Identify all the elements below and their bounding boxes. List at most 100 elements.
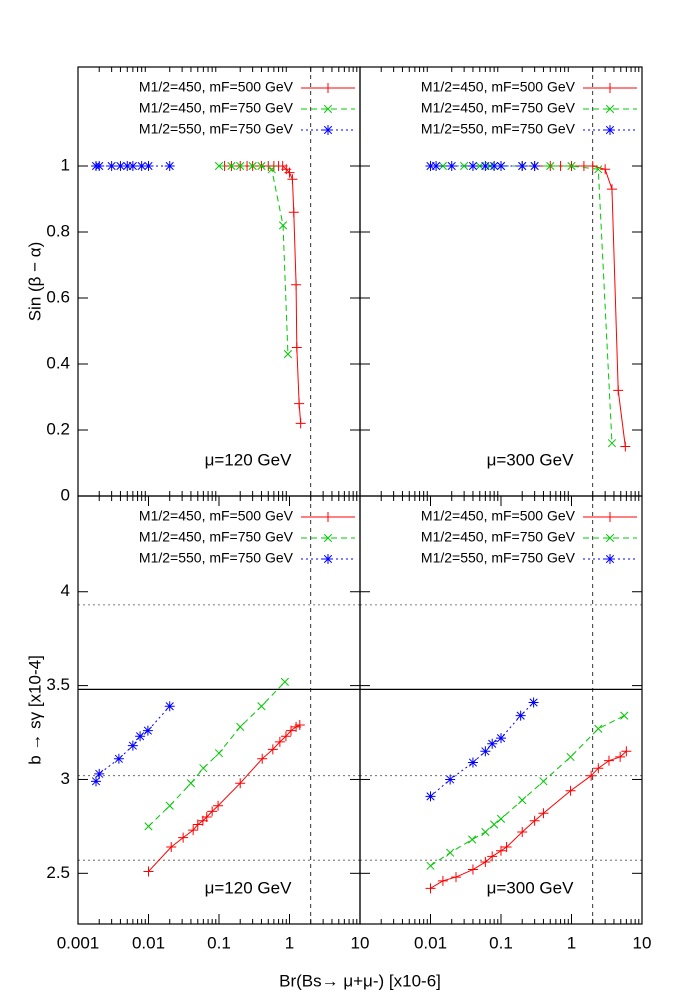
point-marker [490,820,499,829]
x-tick-label: 10 [351,933,370,952]
point-marker [178,832,189,843]
point-marker [615,751,626,762]
point-marker [165,801,174,810]
point-marker [607,439,617,448]
point-marker [431,161,442,171]
point-marker [501,842,512,853]
point-marker [529,815,540,826]
point-marker [515,710,526,721]
point-marker [518,796,527,805]
point-marker [445,774,456,785]
legend-label: M1/2=550, mF=750 GeV [139,121,294,137]
point-marker [284,167,295,178]
point-marker [613,385,624,396]
point-marker [567,161,576,171]
point-marker [267,165,276,174]
point-marker [539,777,548,786]
legend-marker [605,125,615,135]
legend-marker [323,104,333,114]
x-tick-label: 0.01 [414,933,447,952]
point-marker [188,825,199,836]
point-marker [487,738,498,749]
point-marker [295,418,306,429]
legend-label: M1/2=550, mF=750 GeV [421,121,576,137]
series-line [430,750,627,889]
legend-marker [605,554,615,564]
point-marker [135,731,146,742]
legend-label: M1/2=450, mF=500 GeV [421,79,576,95]
point-marker [480,161,491,171]
point-marker [164,161,175,171]
point-marker [587,161,598,171]
y-tick-label: 3.5 [46,675,70,694]
point-marker [213,800,224,811]
legend-marker [605,533,615,543]
x-tick-label: 0.1 [207,933,231,952]
legend-marker [605,104,615,114]
point-marker [425,791,436,802]
point-marker [620,711,629,720]
point-marker [437,875,448,886]
point-marker [144,822,153,831]
point-marker [566,752,575,762]
annotation: μ=300 GeV [487,878,574,897]
point-marker [496,733,506,744]
point-marker [600,164,611,175]
point-marker [594,165,603,174]
legend-marker [323,83,333,93]
legend-marker [323,533,333,543]
point-marker [425,883,436,894]
point-marker [113,753,124,764]
point-marker [164,701,175,712]
point-marker [207,806,218,817]
point-marker [227,161,236,171]
point-marker [425,161,436,171]
point-marker [480,746,491,757]
point-marker [94,161,105,171]
point-marker [192,819,203,830]
y-tick-label: 0.6 [46,287,70,306]
x-tick-label: 1 [567,933,576,952]
point-marker [487,851,498,862]
annotation: μ=300 GeV [487,450,574,469]
point-marker [115,161,126,171]
legend-label: M1/2=550, mF=750 GeV [421,550,576,566]
point-marker [288,207,299,218]
point-marker [127,161,138,171]
point-marker [280,677,289,686]
point-marker [496,814,506,823]
point-marker [257,753,268,764]
series-line [219,165,289,355]
point-marker [248,161,257,171]
point-marker [214,749,224,758]
point-marker [186,779,196,788]
point-marker [143,161,154,171]
annotation: μ=120 GeV [205,450,292,469]
x-tick-label: 0.1 [489,933,513,952]
point-marker [467,757,478,768]
y-tick-label: 0.2 [46,419,70,438]
y-tick-label: 4 [61,581,70,600]
legend-label: M1/2=450, mF=500 GeV [139,508,294,524]
point-marker [593,763,604,774]
legend-marker [323,554,333,564]
y-tick-label: 0.4 [46,353,70,372]
series-line [430,702,534,797]
legend-label: M1/2=450, mF=750 GeV [139,529,294,545]
point-marker [489,161,500,171]
point-marker [127,740,138,751]
point-marker [538,808,549,819]
y-tick-label: 0 [61,485,70,504]
x-tick-label: 0.001 [57,933,100,952]
point-marker [480,857,491,868]
point-marker [451,872,462,883]
point-marker [460,161,469,171]
point-marker [214,161,224,171]
point-marker [201,812,212,822]
x-tick-label: 1 [285,933,294,952]
point-marker [136,161,147,171]
point-marker [294,720,305,731]
x-tick-label: 0.01 [132,933,165,952]
x-tick-label: 10 [633,933,652,952]
